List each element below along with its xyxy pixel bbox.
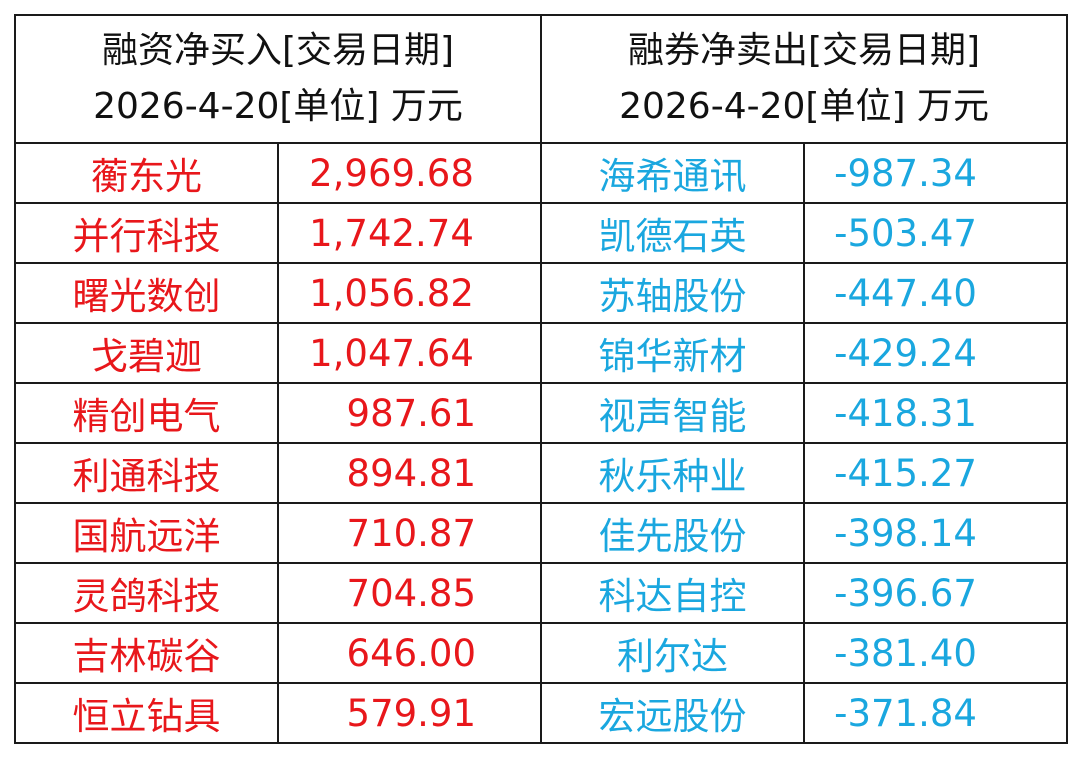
header-financing-buy: 融资净买入[交易日期] 2026-4-20[单位] 万元 (13, 14, 543, 144)
sell-stock-name: 利尔达 (540, 622, 806, 684)
buy-stock-name: 恒立钻具 (14, 682, 279, 744)
table-row: 国航远洋 710.87 佳先股份 -398.14 (14, 502, 1069, 564)
table-row: 精创电气 987.61 视声智能 -418.31 (14, 382, 1069, 444)
sell-stock-name: 锦华新材 (540, 322, 806, 384)
header-left-title: 融资净买入[交易日期] (101, 30, 455, 71)
buy-stock-name: 吉林碳谷 (14, 622, 279, 684)
sell-stock-name: 秋乐种业 (540, 442, 806, 504)
buy-net-value: 2,969.68 (276, 142, 543, 204)
buy-stock-name: 国航远洋 (14, 502, 279, 564)
sell-net-value: -429.24 (803, 322, 1069, 384)
sell-net-value: -503.47 (803, 202, 1069, 264)
buy-net-value: 579.91 (276, 682, 543, 744)
sell-stock-name: 凯德石英 (540, 202, 806, 264)
sell-stock-name: 宏远股份 (540, 682, 806, 744)
sell-stock-name: 海希通讯 (540, 142, 806, 204)
sell-net-value: -987.34 (803, 142, 1069, 204)
buy-stock-name: 戈碧迦 (14, 322, 279, 384)
header-right-subtitle: 2026-4-20[单位] 万元 (619, 86, 989, 127)
buy-net-value: 1,047.64 (276, 322, 543, 384)
sell-stock-name: 科达自控 (540, 562, 806, 624)
header-right-title: 融券净卖出[交易日期] (627, 30, 981, 71)
table-row: 灵鸽科技 704.85 科达自控 -396.67 (14, 562, 1069, 624)
buy-net-value: 710.87 (276, 502, 543, 564)
buy-stock-name: 精创电气 (14, 382, 279, 444)
table-row: 曙光数创 1,056.82 苏轴股份 -447.40 (14, 262, 1069, 324)
table-row: 蘅东光 2,969.68 海希通讯 -987.34 (14, 142, 1069, 204)
sell-net-value: -398.14 (803, 502, 1069, 564)
table-row: 并行科技 1,742.74 凯德石英 -503.47 (14, 202, 1069, 264)
buy-net-value: 646.00 (276, 622, 543, 684)
buy-net-value: 1,056.82 (276, 262, 543, 324)
buy-net-value: 704.85 (276, 562, 543, 624)
sell-net-value: -418.31 (803, 382, 1069, 444)
margin-table: 融资净买入[交易日期] 2026-4-20[单位] 万元 融券净卖出[交易日期]… (13, 14, 1069, 748)
buy-net-value: 894.81 (276, 442, 543, 504)
sell-net-value: -371.84 (803, 682, 1069, 744)
header-securities-sell: 融券净卖出[交易日期] 2026-4-20[单位] 万元 (540, 14, 1069, 144)
header-left-subtitle: 2026-4-20[单位] 万元 (93, 86, 463, 127)
buy-stock-name: 并行科技 (14, 202, 279, 264)
buy-stock-name: 灵鸽科技 (14, 562, 279, 624)
sell-stock-name: 佳先股份 (540, 502, 806, 564)
buy-stock-name: 曙光数创 (14, 262, 279, 324)
buy-stock-name: 蘅东光 (14, 142, 279, 204)
sell-net-value: -381.40 (803, 622, 1069, 684)
sell-net-value: -415.27 (803, 442, 1069, 504)
table-row: 恒立钻具 579.91 宏远股份 -371.84 (14, 682, 1069, 744)
buy-stock-name: 利通科技 (14, 442, 279, 504)
sell-stock-name: 苏轴股份 (540, 262, 806, 324)
sell-net-value: -396.67 (803, 562, 1069, 624)
sell-stock-name: 视声智能 (540, 382, 806, 444)
table-row: 利通科技 894.81 秋乐种业 -415.27 (14, 442, 1069, 504)
table-row: 吉林碳谷 646.00 利尔达 -381.40 (14, 622, 1069, 684)
sell-net-value: -447.40 (803, 262, 1069, 324)
financing-table: 融资净买入[交易日期] 2026-4-20[单位] 万元 融券净卖出[交易日期]… (13, 14, 1069, 744)
table-row: 戈碧迦 1,047.64 锦华新材 -429.24 (14, 322, 1069, 384)
buy-net-value: 987.61 (276, 382, 543, 444)
buy-net-value: 1,742.74 (276, 202, 543, 264)
header-row: 融资净买入[交易日期] 2026-4-20[单位] 万元 融券净卖出[交易日期]… (13, 14, 1069, 144)
